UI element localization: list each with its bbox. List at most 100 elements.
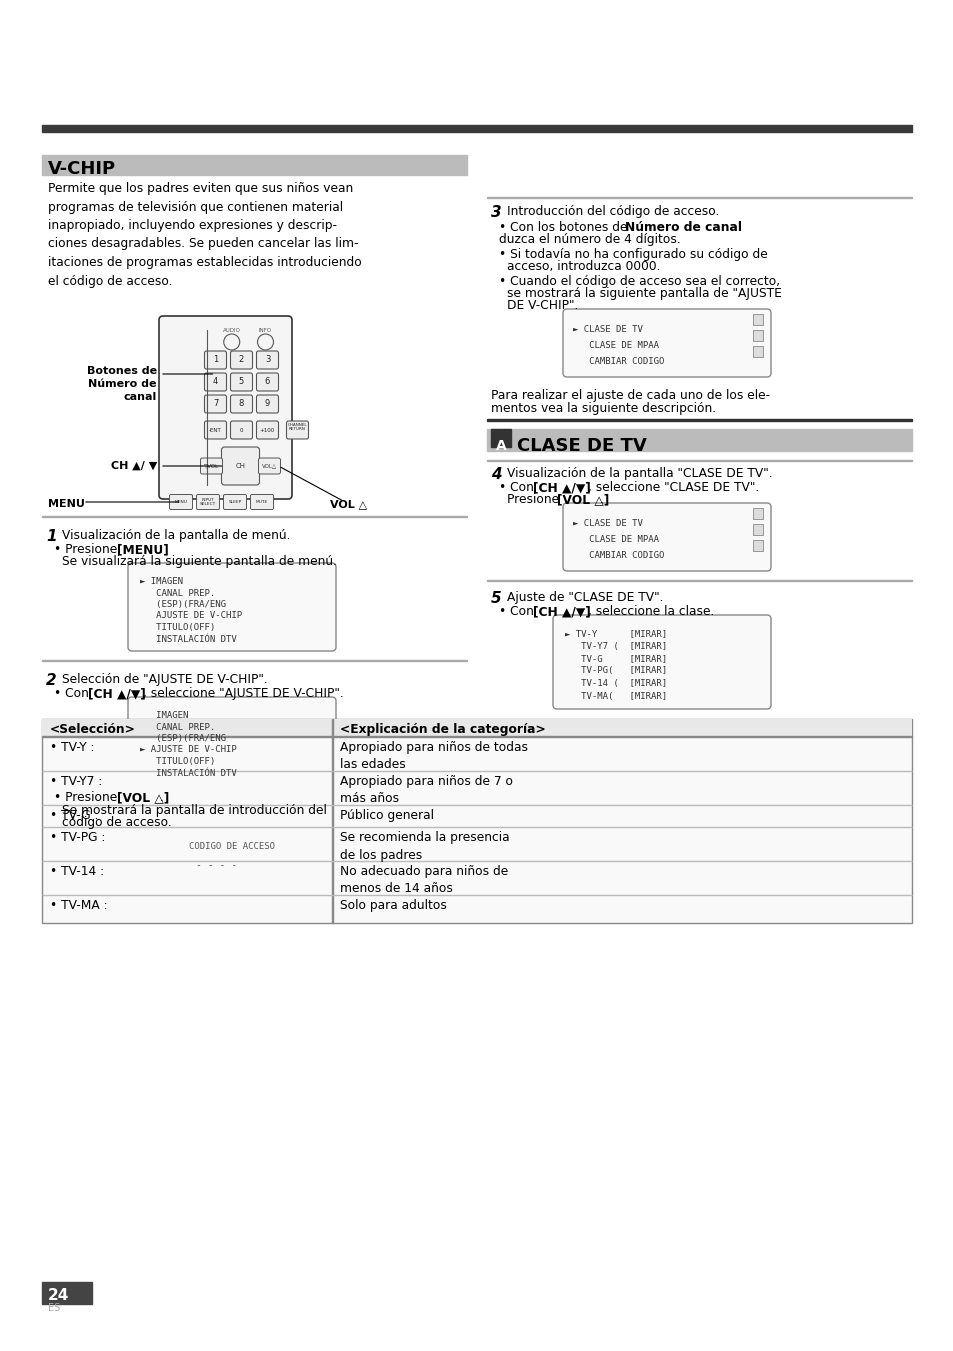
Text: Se recomienda la presencia
de los padres: Se recomienda la presencia de los padres <box>339 831 509 862</box>
Text: Introducción del código de acceso.: Introducción del código de acceso. <box>506 205 719 218</box>
Text: Número de canal: Número de canal <box>624 222 741 234</box>
Text: <Explicación de la categoría>: <Explicación de la categoría> <box>339 723 545 736</box>
Text: (ESP)(FRA/ENG: (ESP)(FRA/ENG <box>140 734 226 743</box>
Bar <box>752 346 762 357</box>
Text: [VOL △]: [VOL △] <box>557 493 609 507</box>
Text: Se mostrará la pantalla de introducción del: Se mostrará la pantalla de introducción … <box>62 804 327 817</box>
Text: • Con: • Con <box>54 688 92 700</box>
Text: Apropiado para niños de todas
las edades: Apropiado para niños de todas las edades <box>339 740 527 771</box>
Bar <box>491 430 511 447</box>
Bar <box>752 313 762 326</box>
Text: TV-MA(   [MIRAR]: TV-MA( [MIRAR] <box>564 692 666 701</box>
Text: , seleccione "CLASE DE TV".: , seleccione "CLASE DE TV". <box>587 481 759 494</box>
Text: 2: 2 <box>46 673 56 688</box>
FancyBboxPatch shape <box>256 373 278 390</box>
Text: [MENU]: [MENU] <box>117 543 169 557</box>
Text: Solo para adultos: Solo para adultos <box>339 898 446 912</box>
Text: - - - -: - - - - <box>196 861 237 870</box>
FancyBboxPatch shape <box>231 373 253 390</box>
Text: [CH ▲/▼]: [CH ▲/▼] <box>88 688 146 700</box>
Text: 0: 0 <box>239 427 243 432</box>
Text: • Con: • Con <box>498 605 537 617</box>
Text: [VOL △]: [VOL △] <box>117 790 169 804</box>
Bar <box>187 854 247 867</box>
Text: • TV-Y7 :: • TV-Y7 : <box>50 775 102 788</box>
Text: CAMBIAR CODIGO: CAMBIAR CODIGO <box>573 551 663 561</box>
Text: 2: 2 <box>238 355 244 365</box>
Bar <box>42 719 911 923</box>
Text: VOL △: VOL △ <box>330 499 367 509</box>
Text: Visualización de la pantalla de menú.: Visualización de la pantalla de menú. <box>62 530 291 542</box>
Text: -ENT: -ENT <box>209 427 222 432</box>
Bar <box>752 524 762 535</box>
Text: Selección de "AJUSTE DE V-CHIP".: Selección de "AJUSTE DE V-CHIP". <box>62 673 268 686</box>
Text: se mostrará la siguiente pantalla de "AJUSTE: se mostrará la siguiente pantalla de "AJ… <box>506 286 781 300</box>
FancyBboxPatch shape <box>204 373 226 390</box>
Text: Ajuste de "CLASE DE TV".: Ajuste de "CLASE DE TV". <box>506 590 662 604</box>
Text: CH ▲/ ▼: CH ▲/ ▼ <box>111 461 157 471</box>
Text: ► IMAGEN: ► IMAGEN <box>140 577 183 586</box>
Text: TITULO(OFF): TITULO(OFF) <box>140 623 215 632</box>
Text: MUTE: MUTE <box>255 500 268 504</box>
Text: IMAGEN: IMAGEN <box>140 711 188 720</box>
FancyBboxPatch shape <box>231 422 253 439</box>
FancyBboxPatch shape <box>256 394 278 413</box>
Text: No adecuado para niños de
menos de 14 años: No adecuado para niños de menos de 14 añ… <box>339 865 508 896</box>
Text: INSTALACIÓN DTV: INSTALACIÓN DTV <box>140 635 236 643</box>
FancyBboxPatch shape <box>204 422 226 439</box>
FancyBboxPatch shape <box>200 458 222 474</box>
Text: DE V-CHIP".: DE V-CHIP". <box>506 299 578 312</box>
Text: AJUSTE DE V-CHIP: AJUSTE DE V-CHIP <box>140 612 242 620</box>
FancyBboxPatch shape <box>251 494 274 509</box>
Text: código de acceso.: código de acceso. <box>62 816 172 830</box>
Bar <box>752 540 762 551</box>
Text: • Cuando el código de acceso sea el correcto,: • Cuando el código de acceso sea el corr… <box>498 276 780 288</box>
Text: • TV-14 :: • TV-14 : <box>50 865 104 878</box>
Text: 4: 4 <box>213 377 218 386</box>
Text: CLASE DE MPAA: CLASE DE MPAA <box>573 535 659 544</box>
Text: MENU: MENU <box>174 500 187 504</box>
Bar <box>486 419 911 422</box>
Bar <box>752 508 762 519</box>
Bar <box>42 126 911 132</box>
Text: Botones de
Número de
canal: Botones de Número de canal <box>87 366 157 403</box>
Text: 5: 5 <box>491 590 501 607</box>
Text: 9: 9 <box>265 400 270 408</box>
Text: CLASE DE MPAA: CLASE DE MPAA <box>573 340 659 350</box>
FancyBboxPatch shape <box>256 351 278 369</box>
Text: Para realizar el ajuste de cada uno de los ele-: Para realizar el ajuste de cada uno de l… <box>491 389 769 403</box>
Text: (ESP)(FRA/ENG: (ESP)(FRA/ENG <box>140 600 226 609</box>
Text: CANAL PREP.: CANAL PREP. <box>140 723 215 731</box>
Text: TV-Y7 (  [MIRAR]: TV-Y7 ( [MIRAR] <box>564 642 666 650</box>
Text: 3: 3 <box>265 355 270 365</box>
Text: • TV-PG :: • TV-PG : <box>50 831 105 844</box>
FancyBboxPatch shape <box>562 503 770 571</box>
Text: V-CHIP: V-CHIP <box>48 159 116 178</box>
Text: 5: 5 <box>238 377 244 386</box>
Bar <box>486 430 911 451</box>
Text: <Selección>: <Selección> <box>50 723 135 736</box>
FancyBboxPatch shape <box>204 351 226 369</box>
Text: ▽VOL: ▽VOL <box>204 463 219 469</box>
Text: .: . <box>159 543 163 557</box>
Text: , seleccione la clase.: , seleccione la clase. <box>587 605 714 617</box>
FancyBboxPatch shape <box>231 351 253 369</box>
Bar <box>42 1282 91 1304</box>
Text: acceso, introduzca 0000.: acceso, introduzca 0000. <box>506 259 659 273</box>
FancyBboxPatch shape <box>286 422 308 439</box>
FancyBboxPatch shape <box>128 824 335 888</box>
Text: Apropiado para niños de 7 o
más años: Apropiado para niños de 7 o más años <box>339 775 513 805</box>
Text: ► AJUSTE DE V-CHIP: ► AJUSTE DE V-CHIP <box>140 746 236 754</box>
FancyBboxPatch shape <box>553 615 770 709</box>
Text: CANAL PREP.: CANAL PREP. <box>140 589 215 597</box>
Text: ► CLASE DE TV: ► CLASE DE TV <box>573 326 642 334</box>
Text: CAMBIAR CODIGO: CAMBIAR CODIGO <box>573 357 663 366</box>
Text: • Presione: • Presione <box>54 790 121 804</box>
Text: [CH ▲/▼]: [CH ▲/▼] <box>533 605 590 617</box>
Text: • Si todavía no ha configurado su código de: • Si todavía no ha configurado su código… <box>498 249 767 261</box>
Text: INSTALACIÓN DTV: INSTALACIÓN DTV <box>140 769 236 777</box>
Text: .: . <box>160 790 164 804</box>
Text: Público general: Público general <box>339 809 434 821</box>
Text: TV-PG(   [MIRAR]: TV-PG( [MIRAR] <box>564 666 666 676</box>
FancyBboxPatch shape <box>258 458 280 474</box>
